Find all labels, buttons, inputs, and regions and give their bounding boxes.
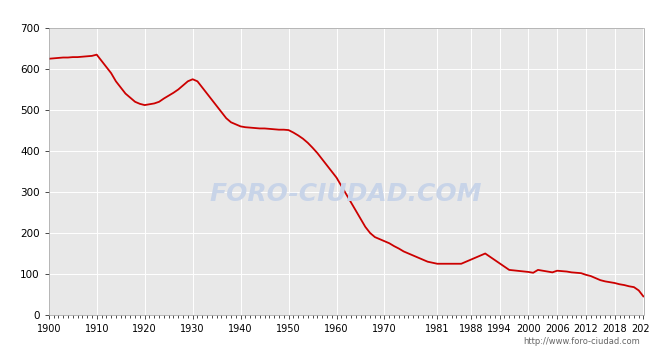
Text: http://www.foro-ciudad.com: http://www.foro-ciudad.com [523, 337, 640, 346]
Text: FORO-CIUDAD.COM: FORO-CIUDAD.COM [210, 182, 482, 206]
Text: Pozalmuro (Municipio)  -  Evolucion del numero de Habitantes: Pozalmuro (Municipio) - Evolucion del nu… [92, 8, 558, 21]
